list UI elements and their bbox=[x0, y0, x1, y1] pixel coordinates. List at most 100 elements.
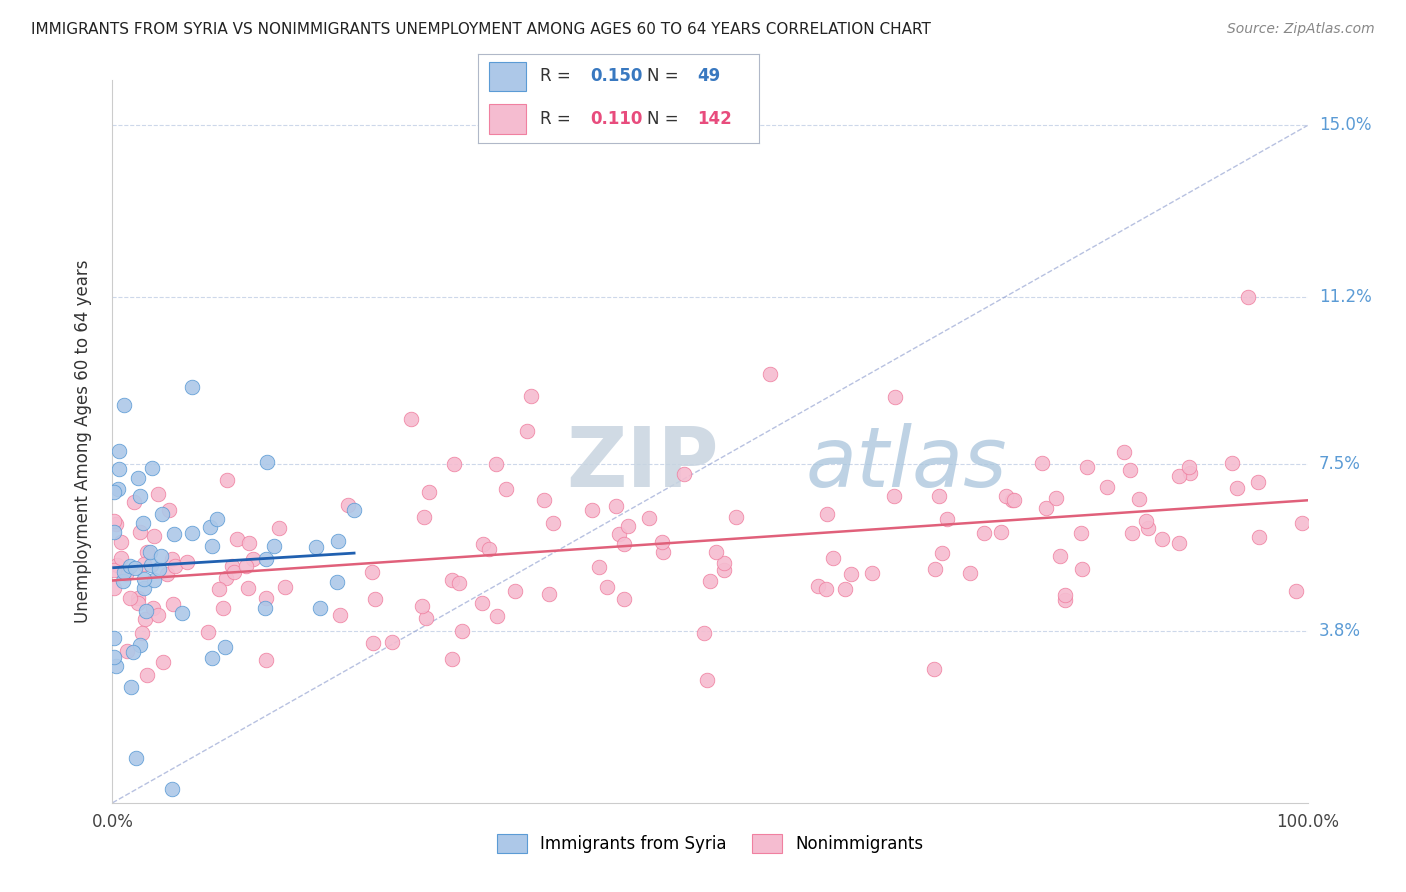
Point bbox=[254, 552, 277, 566]
Point bbox=[242, 551, 264, 566]
Point bbox=[104, 659, 127, 673]
Point bbox=[127, 596, 149, 610]
Point bbox=[485, 608, 508, 623]
Point bbox=[267, 521, 290, 535]
Point bbox=[543, 516, 565, 530]
Point bbox=[1121, 526, 1143, 541]
Point bbox=[103, 632, 125, 646]
Point bbox=[127, 591, 149, 605]
Point bbox=[143, 529, 166, 543]
Text: atlas: atlas bbox=[806, 423, 1007, 504]
Point bbox=[115, 643, 138, 657]
Point bbox=[360, 565, 382, 579]
Point bbox=[120, 681, 142, 695]
Point bbox=[485, 457, 508, 471]
Point bbox=[1291, 516, 1313, 531]
Point bbox=[134, 581, 156, 595]
Point bbox=[135, 667, 157, 681]
Point bbox=[254, 591, 277, 605]
Text: N =: N = bbox=[647, 67, 683, 86]
Text: Source: ZipAtlas.com: Source: ZipAtlas.com bbox=[1227, 22, 1375, 37]
Point bbox=[672, 467, 695, 482]
Point bbox=[132, 516, 155, 530]
Point bbox=[337, 498, 360, 512]
Point bbox=[696, 673, 718, 688]
Point bbox=[128, 489, 150, 503]
Point bbox=[309, 601, 332, 615]
Point bbox=[1002, 493, 1025, 508]
Point bbox=[588, 559, 610, 574]
Point bbox=[205, 512, 228, 526]
Point bbox=[533, 492, 555, 507]
Point bbox=[471, 596, 494, 610]
FancyBboxPatch shape bbox=[489, 104, 526, 134]
Text: 15.0%: 15.0% bbox=[1319, 117, 1371, 135]
Point bbox=[713, 556, 735, 570]
Point bbox=[141, 461, 163, 475]
Point bbox=[450, 624, 472, 638]
Point bbox=[381, 635, 404, 649]
Point bbox=[201, 651, 224, 665]
Point bbox=[1178, 459, 1201, 474]
Point bbox=[637, 511, 659, 525]
Point bbox=[1031, 456, 1053, 470]
Point bbox=[150, 507, 173, 521]
Point bbox=[129, 525, 152, 540]
Point bbox=[326, 575, 349, 590]
Point bbox=[411, 599, 433, 614]
Point bbox=[197, 624, 219, 639]
Text: 11.2%: 11.2% bbox=[1319, 288, 1371, 306]
Point bbox=[884, 390, 907, 404]
Point bbox=[163, 527, 186, 541]
Point bbox=[107, 482, 129, 496]
Point bbox=[1112, 445, 1135, 459]
Point bbox=[103, 563, 125, 577]
Point bbox=[105, 558, 128, 573]
Point bbox=[172, 607, 194, 621]
Point bbox=[596, 580, 619, 594]
Point bbox=[157, 502, 180, 516]
Point bbox=[1045, 491, 1067, 506]
Point bbox=[1168, 469, 1191, 483]
Point bbox=[105, 517, 128, 532]
Point bbox=[520, 389, 543, 403]
Point bbox=[495, 482, 517, 496]
Point bbox=[1070, 562, 1092, 576]
Point bbox=[1222, 457, 1244, 471]
Point bbox=[994, 489, 1017, 503]
Point bbox=[112, 574, 135, 589]
Point bbox=[343, 503, 366, 517]
Point bbox=[1167, 536, 1189, 550]
Point bbox=[814, 582, 837, 597]
Point bbox=[1135, 514, 1157, 528]
Text: R =: R = bbox=[540, 110, 576, 128]
Point bbox=[516, 424, 538, 438]
Y-axis label: Unemployment Among Ages 60 to 64 years: Unemployment Among Ages 60 to 64 years bbox=[73, 260, 91, 624]
Point bbox=[1237, 290, 1260, 304]
Point bbox=[256, 455, 278, 469]
Legend: Immigrants from Syria, Nonimmigrants: Immigrants from Syria, Nonimmigrants bbox=[491, 827, 929, 860]
Point bbox=[471, 537, 494, 551]
Point bbox=[110, 534, 132, 549]
Point bbox=[973, 526, 995, 541]
Text: N =: N = bbox=[647, 110, 683, 128]
Point bbox=[924, 562, 946, 576]
Point bbox=[146, 487, 169, 501]
Point bbox=[1226, 481, 1249, 495]
Point bbox=[329, 607, 352, 622]
Point bbox=[221, 559, 243, 574]
Point bbox=[1054, 588, 1077, 602]
Point bbox=[959, 566, 981, 580]
Point bbox=[141, 601, 163, 615]
Point bbox=[415, 611, 437, 625]
Point bbox=[107, 443, 129, 458]
Point bbox=[180, 380, 202, 394]
Point bbox=[180, 525, 202, 540]
Text: 0.150: 0.150 bbox=[591, 67, 643, 86]
Point bbox=[214, 640, 236, 654]
Point bbox=[305, 540, 328, 554]
Point bbox=[162, 597, 184, 611]
FancyBboxPatch shape bbox=[489, 62, 526, 91]
Point bbox=[136, 544, 159, 558]
Point bbox=[1049, 549, 1071, 564]
